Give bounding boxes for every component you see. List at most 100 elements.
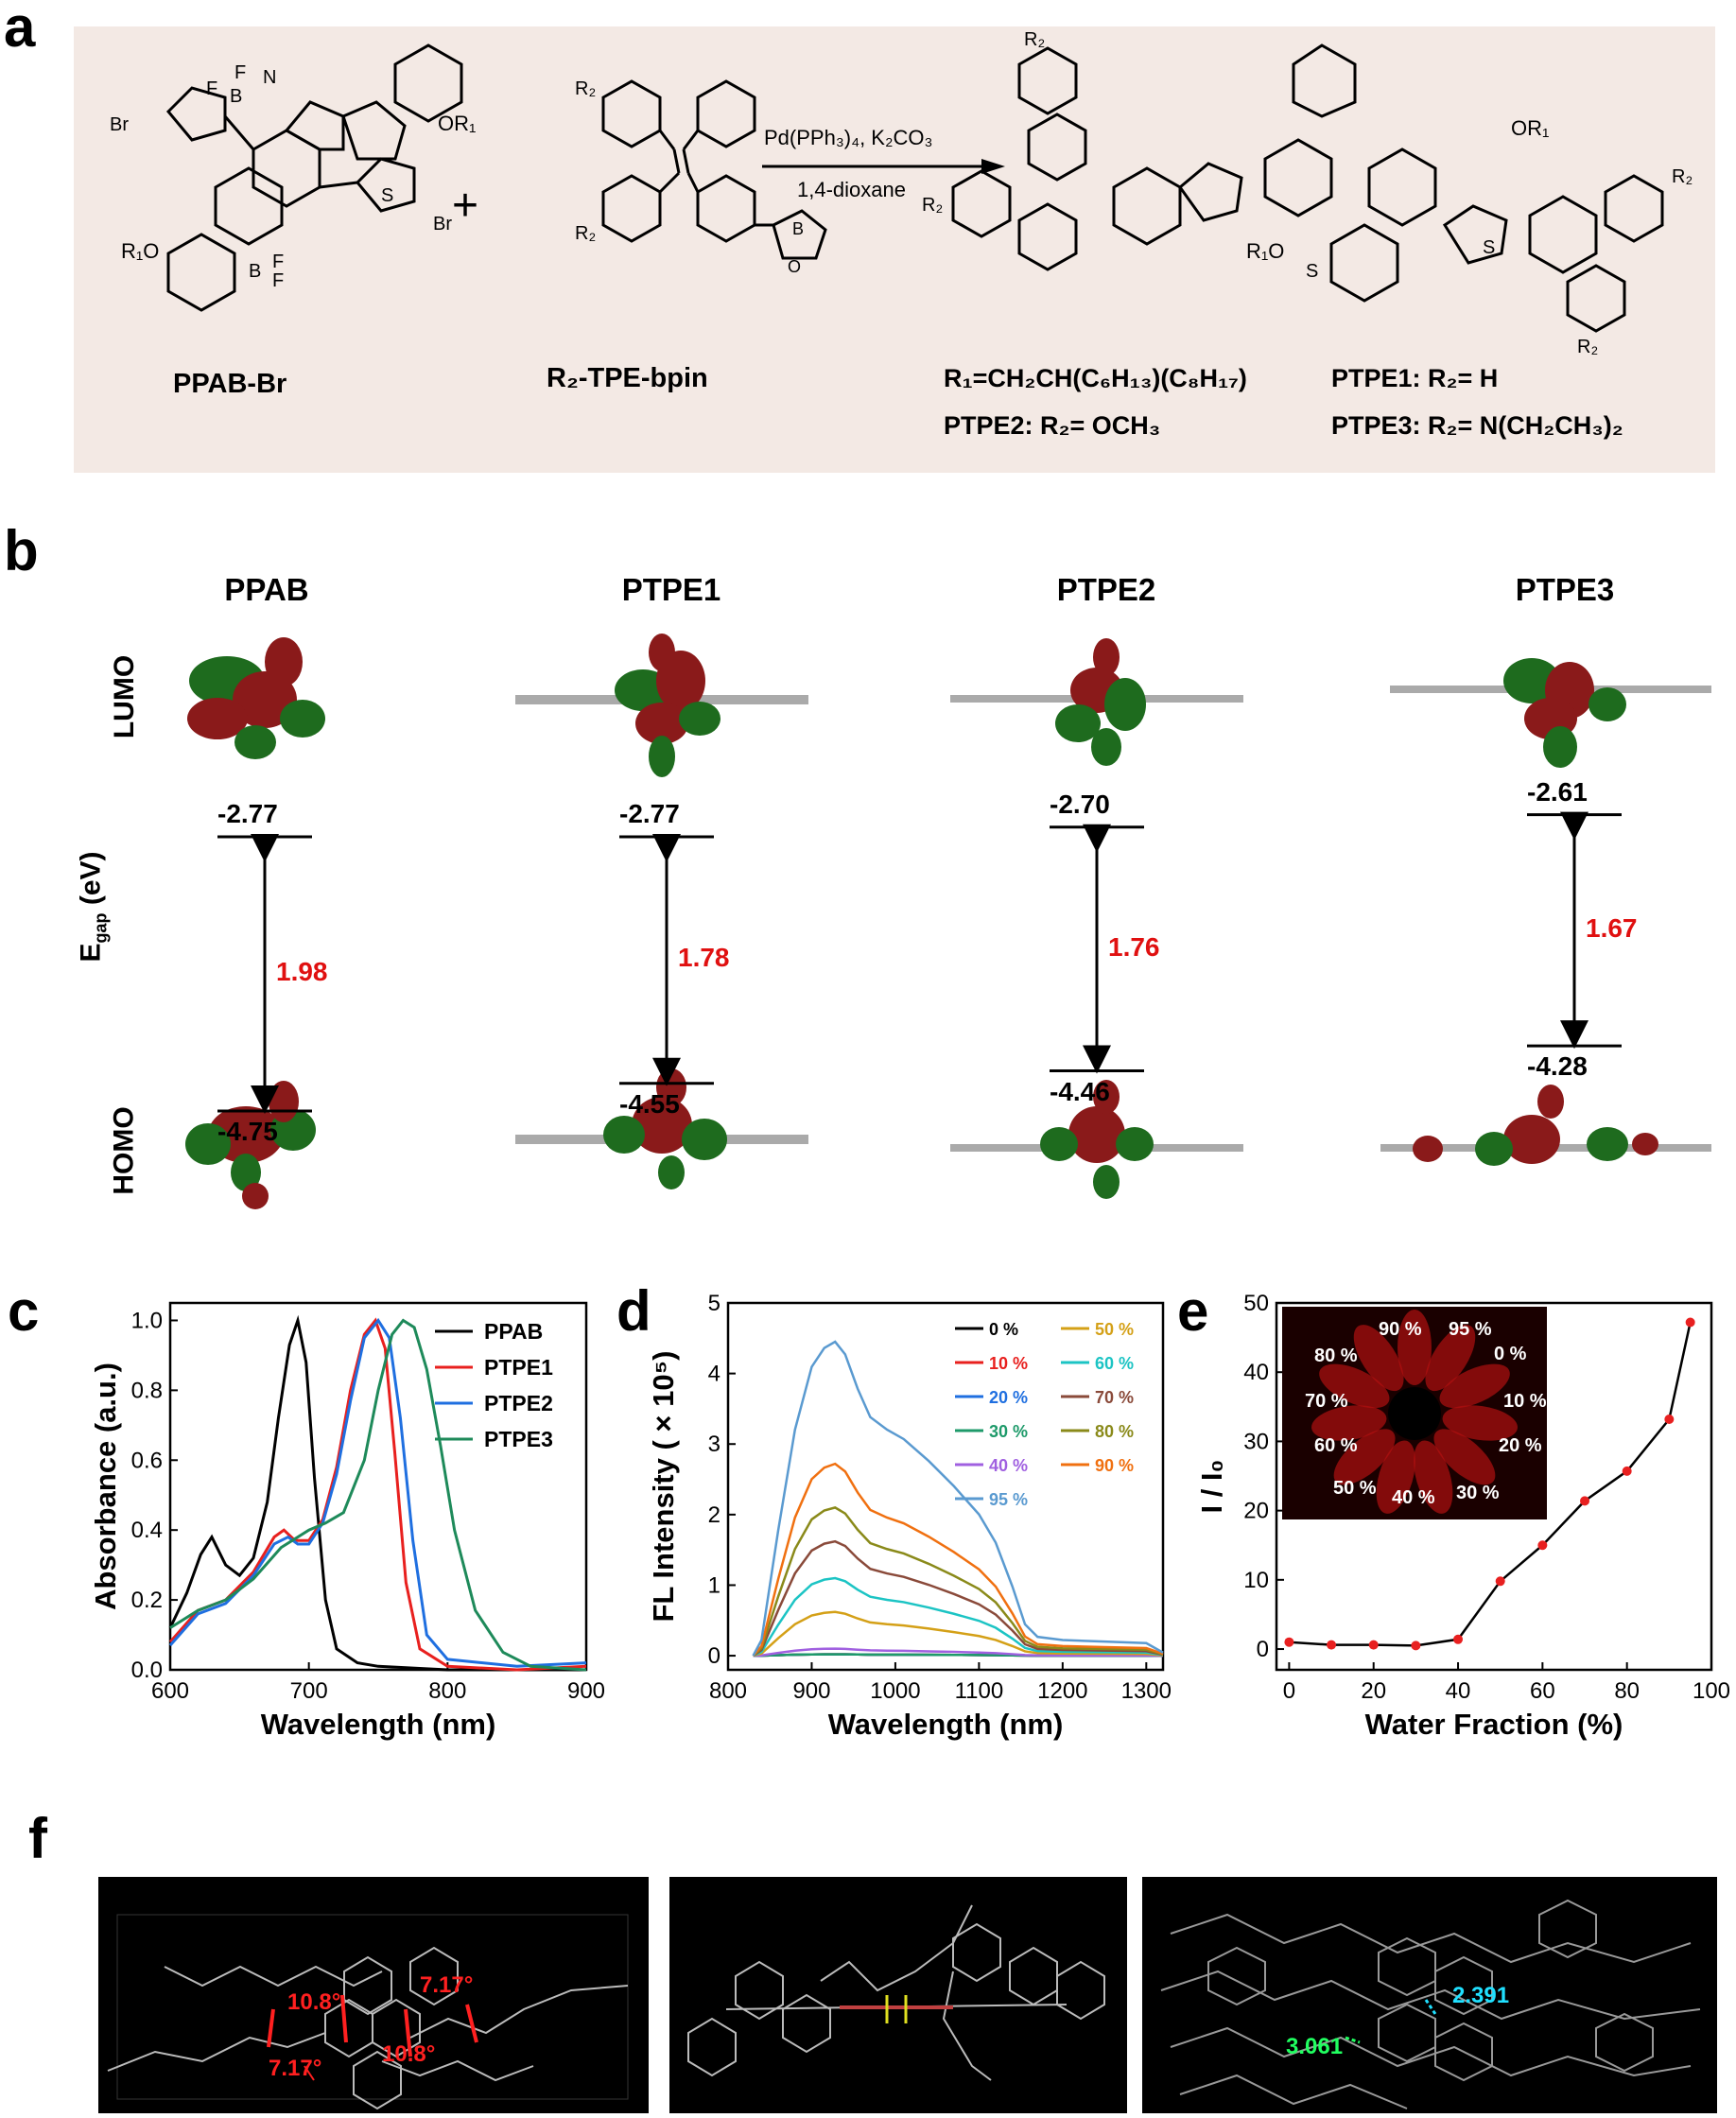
data-point: [1685, 1317, 1695, 1328]
svg-text:R₂: R₂: [575, 223, 596, 244]
series-line-ppab: [168, 1314, 586, 1672]
legend-label: 70 %: [1095, 1388, 1134, 1407]
data-point: [1284, 1637, 1294, 1647]
panel-label-c: c: [8, 1279, 40, 1343]
y-tick-label: 5: [708, 1291, 720, 1316]
atom-label-f: F: [234, 62, 246, 83]
data-point: [1664, 1414, 1675, 1424]
y-tick-label: 20: [1243, 1499, 1269, 1524]
y-tick-label: 40: [1243, 1360, 1269, 1385]
svg-text:F: F: [272, 270, 284, 291]
panel-label-b: b: [4, 519, 39, 582]
svg-text:R₂: R₂: [922, 195, 943, 216]
inset-label: 95 %: [1449, 1319, 1492, 1340]
angle-label-3: 7.17°: [269, 2056, 321, 2081]
series-line-60pct: [753, 1576, 1164, 1658]
reaction-conditions-top: Pd(PPh₃)₄, K₂CO₃: [764, 126, 933, 149]
crystal-structure-3-drawing: 2.391 3.061: [1160, 1899, 1701, 2109]
reaction-conditions-bottom: 1,4-dioxane: [797, 178, 906, 201]
y-axis-label: FL Intensity ( × 10⁵): [647, 1350, 680, 1622]
series-line-50pct: [753, 1610, 1164, 1658]
reactant1-label: PPAB-Br: [173, 369, 287, 399]
x-tick-label: 1000: [870, 1678, 920, 1704]
legend-label: PPAB: [484, 1319, 543, 1344]
angle-label-2: 7.17°: [420, 1972, 473, 1998]
inset-label: 10 %: [1503, 1391, 1547, 1412]
series-line-ptpe1: [168, 1317, 587, 1672]
svg-text:S: S: [1306, 261, 1318, 282]
y-tick-label: 0: [1257, 1637, 1269, 1662]
legend-label: PTPE3: [484, 1427, 553, 1451]
panel-label-d: d: [616, 1279, 651, 1343]
legend-label: PTPE2: [484, 1391, 553, 1415]
gap-value: 1.98: [276, 957, 328, 986]
ptpe3-definition: PTPE3: R₂= N(CH₂CH₃)₂: [1331, 411, 1623, 440]
y-tick-label: 2: [708, 1502, 720, 1528]
data-point: [1580, 1496, 1590, 1506]
svg-text:R₂: R₂: [1577, 337, 1598, 357]
legend-label: 80 %: [1095, 1422, 1134, 1441]
svg-text:R₁O: R₁O: [121, 239, 159, 263]
svg-text:B: B: [249, 261, 261, 282]
svg-text:N: N: [263, 67, 276, 88]
lumo-value: -2.70: [1050, 789, 1110, 819]
plus-sign: +: [452, 181, 479, 231]
data-point: [1327, 1640, 1337, 1650]
distance-label-1: 2.391: [1452, 1983, 1509, 2008]
x-tick-label: 1200: [1037, 1678, 1087, 1704]
lumo-value: -2.61: [1527, 776, 1588, 807]
y-tick-label: 0.6: [131, 1448, 163, 1473]
data-point: [1495, 1576, 1505, 1587]
x-tick-label: 80: [1614, 1678, 1640, 1704]
series-line-95pct: [752, 1340, 1164, 1657]
reactant2-label: R₂-TPE-bpin: [547, 363, 708, 393]
crystal-structure-3: 2.391 3.061: [1142, 1877, 1717, 2113]
svg-text:R₁O: R₁O: [1246, 239, 1284, 263]
data-point: [1537, 1540, 1548, 1551]
series-line-90pct: [752, 1462, 1164, 1657]
lumo-value: -2.77: [619, 799, 680, 828]
plot-frame: [168, 1301, 588, 1672]
data-point: [1453, 1634, 1464, 1644]
x-axis-label: Water Fraction (%): [1365, 1708, 1623, 1741]
svg-text:Br: Br: [433, 214, 452, 234]
crystal-structure-2: [669, 1877, 1127, 2113]
inset-label: 40 %: [1392, 1487, 1435, 1508]
inset-label: 60 %: [1314, 1435, 1358, 1456]
series-line-70pct: [752, 1539, 1164, 1658]
x-tick-label: 1300: [1121, 1678, 1172, 1704]
homo-value: -4.28: [1527, 1051, 1588, 1082]
x-tick-label: 900: [567, 1678, 605, 1704]
legend-label: PTPE1: [484, 1355, 553, 1380]
r1-definition: R₁=CH₂CH(C₆H₁₃)(C₈H₁₇): [944, 364, 1247, 392]
svg-text:R₂: R₂: [575, 78, 596, 99]
ptpe1-definition: PTPE1: R₂= H: [1331, 364, 1499, 392]
svg-text:R₂: R₂: [1024, 29, 1045, 50]
energy-level-diagram: [217, 811, 1622, 1114]
inset-label: 80 %: [1314, 1345, 1358, 1366]
distance-label-2: 3.061: [1286, 2034, 1343, 2059]
x-tick-label: 40: [1446, 1678, 1471, 1704]
legend-label: 0 %: [989, 1320, 1018, 1339]
data-point: [1368, 1640, 1379, 1650]
legend-label: 30 %: [989, 1422, 1028, 1441]
panel-label-a: a: [4, 0, 36, 59]
inset-label: 0 %: [1494, 1344, 1527, 1364]
ptpe2-definition: PTPE2: R₂= OCH₃: [944, 411, 1161, 440]
x-tick-label: 0: [1283, 1678, 1295, 1704]
homo-value: -4.46: [1050, 1076, 1110, 1106]
svg-text:S: S: [381, 185, 393, 206]
svg-text:F: F: [272, 252, 284, 272]
plot-frame: [726, 1301, 1165, 1672]
legend-label: 50 %: [1095, 1320, 1134, 1339]
x-tick-label: 20: [1361, 1678, 1386, 1704]
legend-label: 20 %: [989, 1388, 1028, 1407]
x-axis-label: Wavelength (nm): [261, 1708, 496, 1741]
plot-frame: [1275, 1301, 1713, 1672]
column-title-ptpe2: PTPE2: [1056, 572, 1156, 607]
x-tick-label: 800: [428, 1678, 466, 1704]
x-tick-label: 700: [290, 1678, 328, 1704]
orbital-images: [185, 634, 1711, 1209]
panel-a-reaction-scheme: F F B N OR₁ Br S Br R₁O B F F R₂ R₂ B O …: [74, 26, 1715, 473]
y-tick-label: 50: [1243, 1291, 1269, 1316]
